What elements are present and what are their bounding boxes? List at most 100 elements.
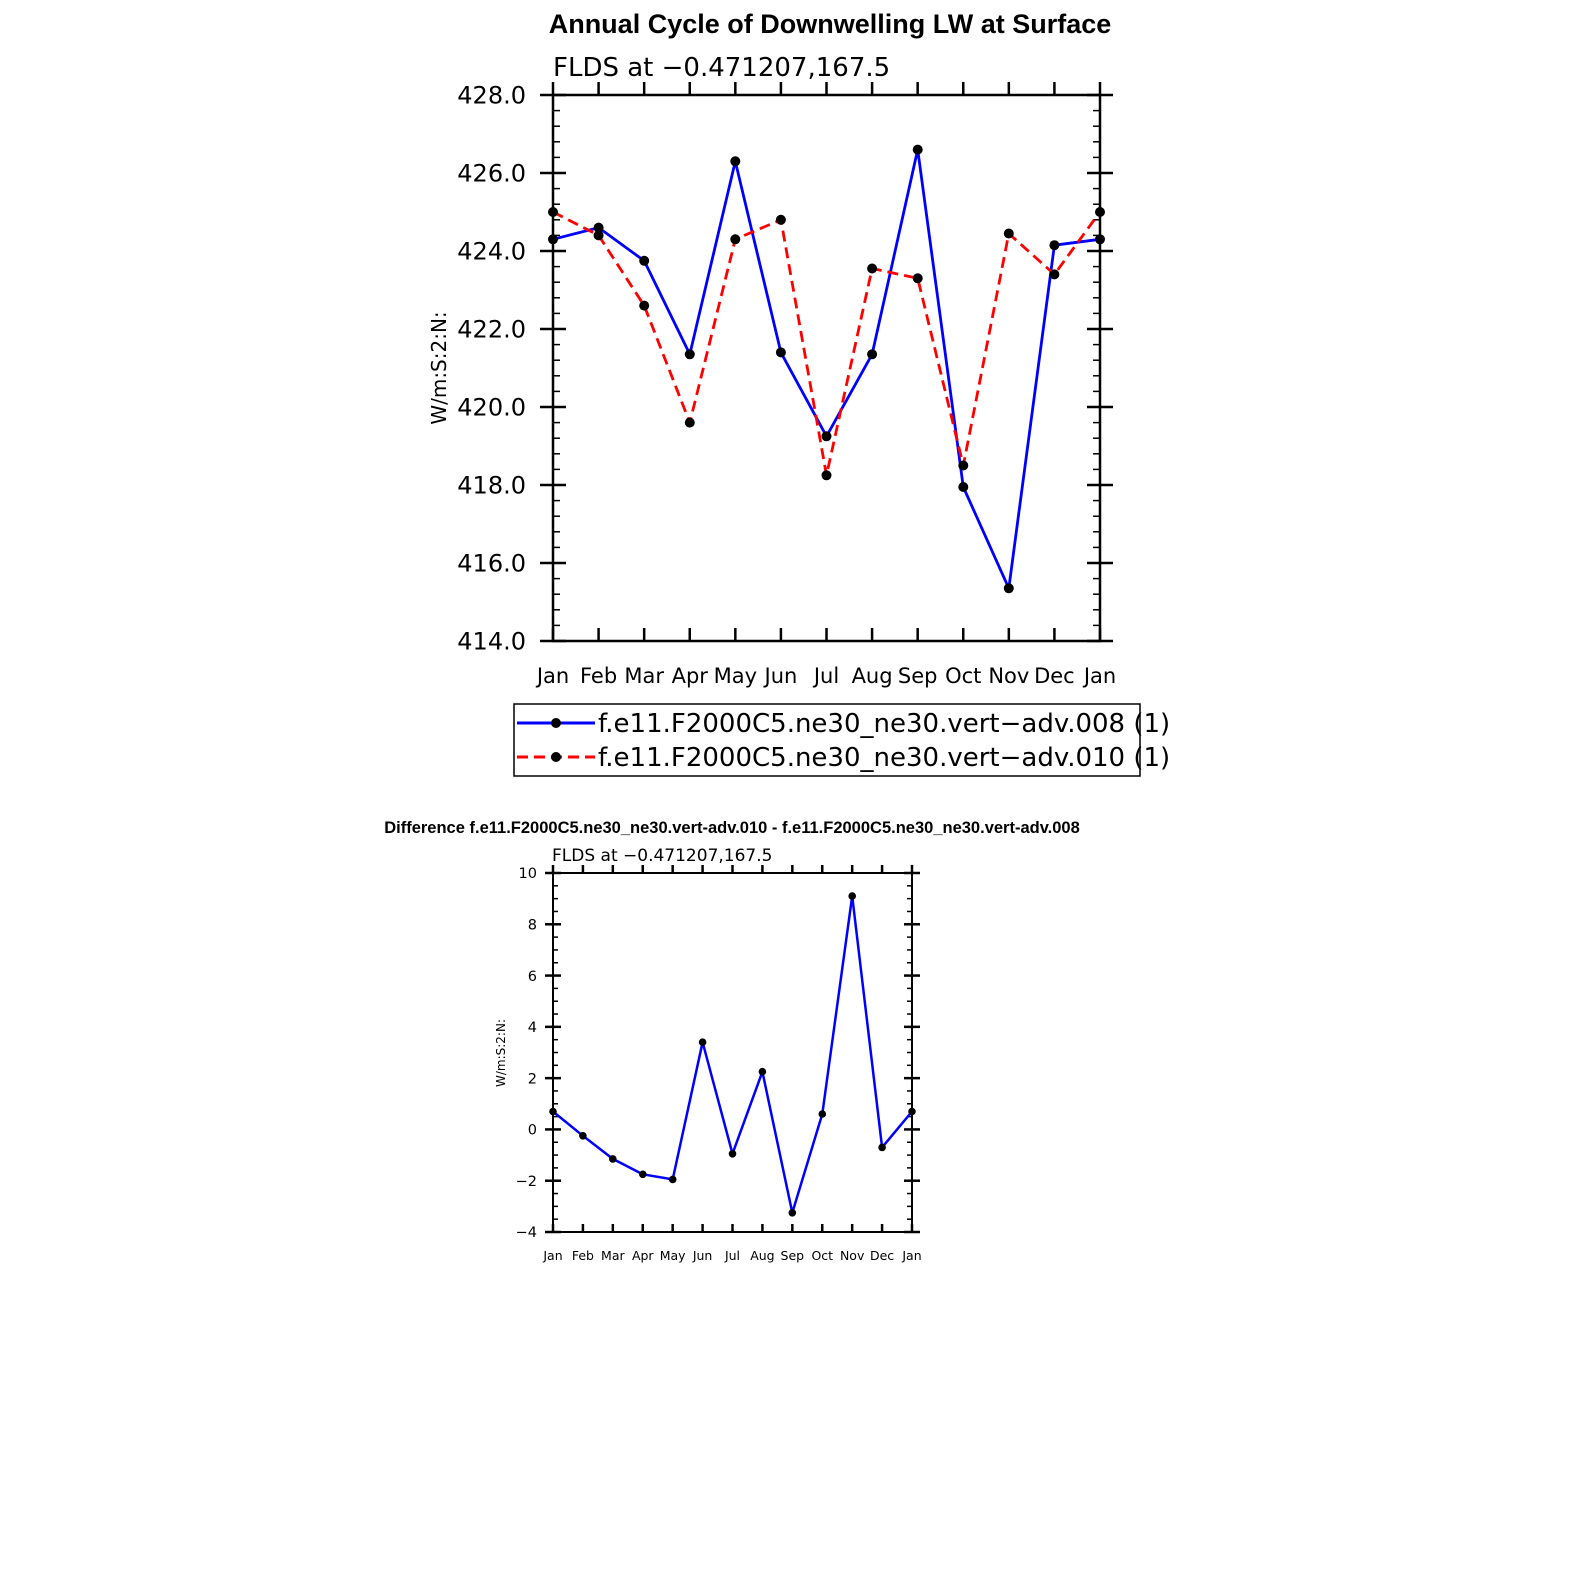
legend-entry-010: f.e11.F2000C5.ne30_ne30.vert−adv.010 (1) bbox=[517, 743, 1170, 773]
data-point bbox=[878, 1143, 886, 1152]
series-lines bbox=[552, 894, 913, 1215]
data-point bbox=[775, 214, 786, 225]
x-tick-label: May bbox=[660, 1248, 686, 1263]
x-tick-label: May bbox=[714, 664, 757, 688]
y-tick-label: 428.0 bbox=[457, 82, 526, 110]
plot-frame bbox=[552, 872, 913, 1233]
data-point bbox=[821, 470, 832, 481]
x-tick-label: Aug bbox=[750, 1248, 774, 1263]
data-point bbox=[593, 222, 604, 233]
data-point bbox=[867, 263, 878, 274]
data-point bbox=[912, 144, 923, 155]
data-point bbox=[639, 1170, 647, 1179]
x-tick-label: Jan bbox=[1082, 664, 1116, 688]
x-tick-label: Sep bbox=[898, 664, 938, 688]
data-point bbox=[908, 1107, 916, 1116]
x-tick-label: Mar bbox=[601, 1248, 625, 1263]
data-point bbox=[549, 1107, 557, 1116]
chart-subtitle: FLDS at −0.471207,167.5 bbox=[553, 53, 890, 83]
x-tick-label: Apr bbox=[672, 664, 709, 688]
y-tick-label: −2 bbox=[516, 1174, 537, 1190]
y-tick-label: 4 bbox=[528, 1020, 537, 1036]
data-point bbox=[684, 349, 695, 360]
data-point bbox=[1003, 228, 1014, 239]
y-tick-label: 10 bbox=[519, 866, 537, 882]
x-tick-label: Jun bbox=[692, 1248, 713, 1263]
y-tick-label: 8 bbox=[528, 918, 537, 934]
annual-cycle-chart: Annual Cycle of Downwelling LW at Surfac… bbox=[427, 9, 1170, 777]
data-point bbox=[1049, 240, 1060, 251]
data-point bbox=[958, 482, 969, 492]
x-tick-label: Oct bbox=[945, 664, 981, 688]
legend-entry-008: f.e11.F2000C5.ne30_ne30.vert−adv.008 (1) bbox=[517, 709, 1170, 739]
data-point bbox=[639, 300, 650, 311]
data-point bbox=[821, 431, 832, 442]
data-point bbox=[1049, 269, 1060, 280]
data-point bbox=[548, 234, 558, 245]
series-markers bbox=[549, 892, 916, 1217]
x-tick-label: Jul bbox=[812, 664, 839, 688]
y-tick-label: 422.0 bbox=[457, 316, 526, 344]
x-tick-label: Aug bbox=[852, 664, 893, 688]
x-tick-label: Apr bbox=[632, 1248, 654, 1263]
y-tick-label: 424.0 bbox=[457, 238, 526, 266]
x-tick-label: Jan bbox=[542, 1248, 562, 1263]
data-point bbox=[1095, 234, 1105, 245]
data-point bbox=[684, 417, 695, 428]
series-markers bbox=[548, 144, 1105, 594]
data-point bbox=[609, 1155, 617, 1163]
y-tick-label: −4 bbox=[516, 1225, 537, 1241]
data-point bbox=[867, 349, 878, 360]
data-point bbox=[912, 273, 923, 284]
data-point bbox=[548, 207, 558, 217]
data-point bbox=[788, 1209, 797, 1217]
y-axis-label: W/m:S:2:N: bbox=[494, 1019, 508, 1087]
data-point bbox=[1003, 583, 1014, 594]
y-tick-label: 426.0 bbox=[457, 160, 526, 188]
data-point bbox=[639, 255, 650, 266]
data-point bbox=[730, 234, 741, 245]
x-tick-label: Dec bbox=[870, 1248, 894, 1263]
x-tick-label: Jul bbox=[724, 1248, 740, 1263]
chart-subtitle: FLDS at −0.471207,167.5 bbox=[552, 846, 772, 866]
data-point bbox=[668, 1175, 677, 1184]
data-point bbox=[958, 460, 969, 471]
x-tick-label: Jun bbox=[763, 664, 798, 688]
legend: f.e11.F2000C5.ne30_ne30.vert−adv.008 (1)… bbox=[513, 703, 1170, 777]
legend-label-010: f.e11.F2000C5.ne30_ne30.vert−adv.010 (1) bbox=[598, 743, 1170, 773]
y-tick-label: 418.0 bbox=[457, 472, 526, 500]
legend-marker-008 bbox=[551, 718, 561, 728]
data-point bbox=[758, 1067, 767, 1076]
y-tick-label: 416.0 bbox=[457, 550, 526, 578]
data-point bbox=[848, 892, 856, 900]
chart-title: Annual Cycle of Downwelling LW at Surfac… bbox=[549, 9, 1112, 39]
x-tick-label: Feb bbox=[572, 1248, 594, 1263]
tick-labels: Jan Feb Mar Apr May Jun Jul Aug Sep Oct Nov Dec Jan−… bbox=[516, 866, 922, 1263]
data-point bbox=[818, 1110, 827, 1118]
series-line-0 bbox=[552, 148, 1101, 590]
data-point bbox=[1095, 207, 1105, 217]
data-point bbox=[593, 230, 604, 241]
x-tick-label: Nov bbox=[840, 1248, 865, 1263]
y-axis-label: W/m:S:2:N: bbox=[427, 311, 451, 424]
y-tick-label: 420.0 bbox=[457, 394, 526, 422]
chart-title: Difference f.e11.F2000C5.ne30_ne30.vert-… bbox=[384, 819, 1080, 837]
series-line-0 bbox=[552, 894, 913, 1215]
y-tick-label: 6 bbox=[528, 969, 537, 985]
data-point bbox=[730, 156, 741, 167]
legend-marker-010 bbox=[551, 752, 561, 762]
x-tick-label: Feb bbox=[580, 664, 617, 688]
axis-ticks bbox=[540, 82, 1113, 643]
x-tick-label: Jan bbox=[901, 1248, 921, 1263]
legend-box bbox=[513, 703, 1141, 777]
x-tick-label: Sep bbox=[781, 1248, 805, 1263]
data-point bbox=[579, 1132, 587, 1140]
plot-frame bbox=[551, 93, 1102, 643]
difference-chart: Difference f.e11.F2000C5.ne30_ne30.vert-… bbox=[384, 819, 1080, 1263]
y-tick-label: 414.0 bbox=[457, 628, 526, 656]
legend-label-008: f.e11.F2000C5.ne30_ne30.vert−adv.008 (1) bbox=[598, 709, 1170, 739]
series-lines bbox=[552, 148, 1102, 590]
axis-ticks bbox=[545, 865, 920, 1234]
y-tick-label: 2 bbox=[528, 1071, 537, 1087]
